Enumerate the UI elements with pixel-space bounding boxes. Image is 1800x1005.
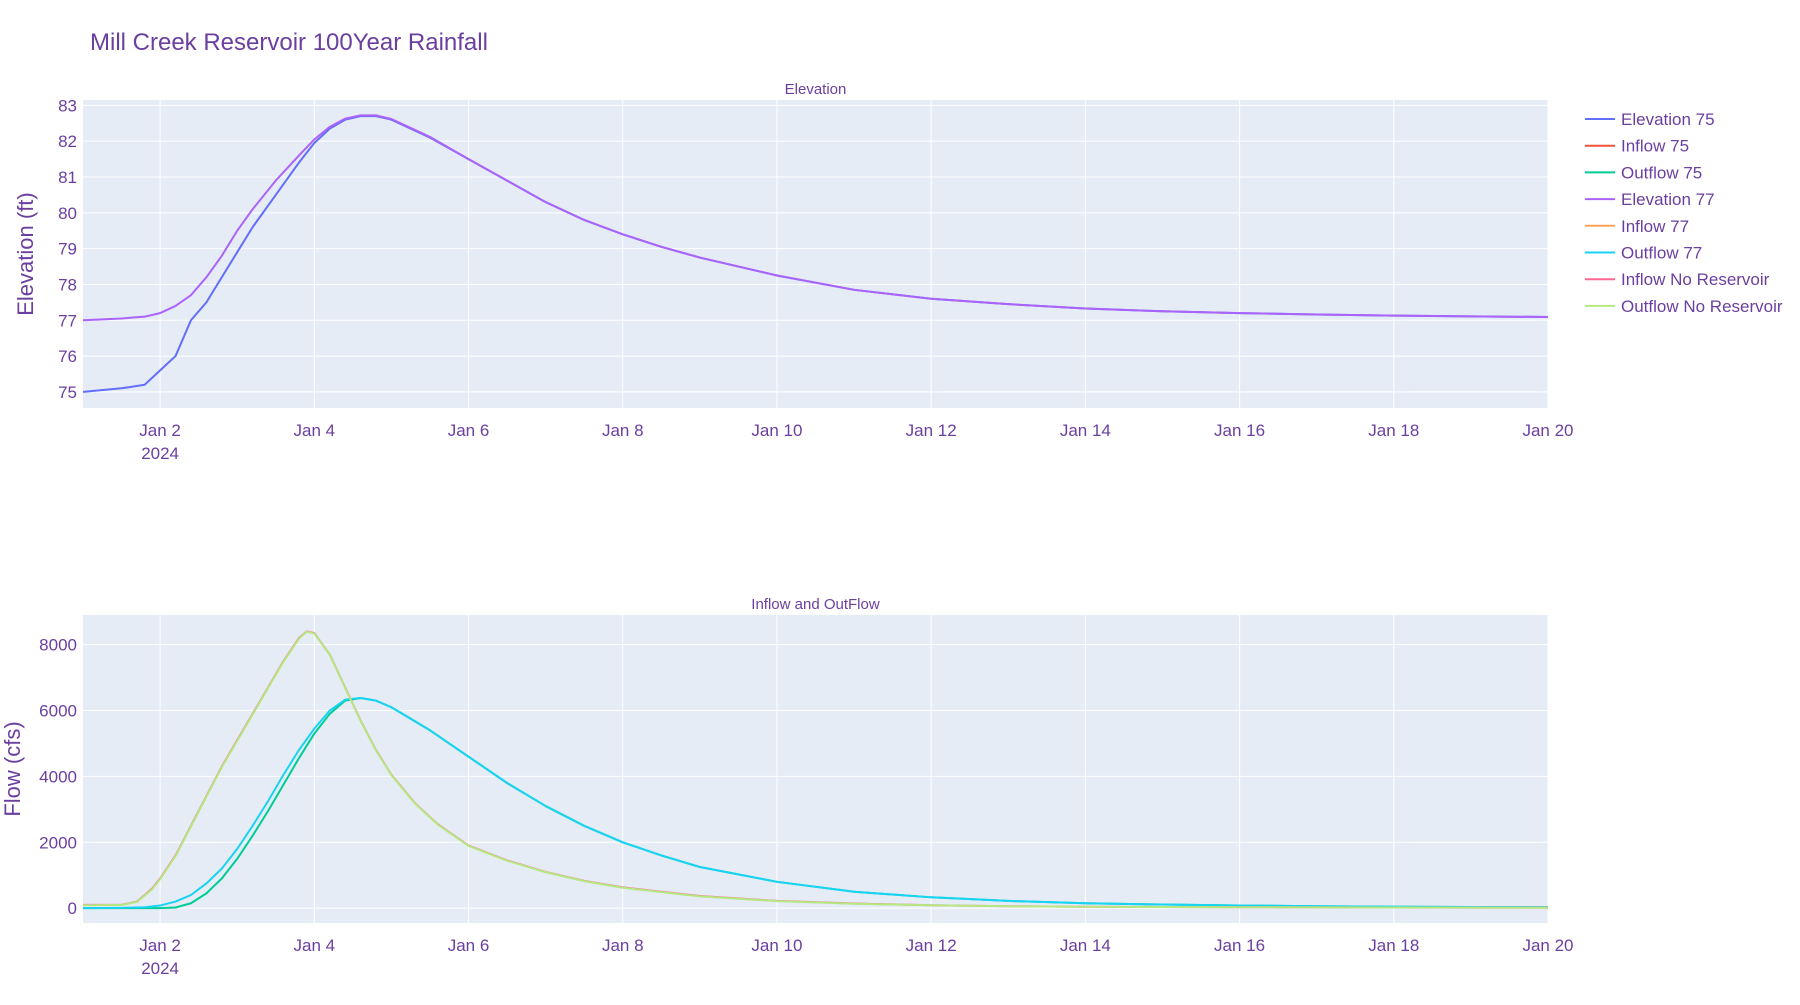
x-tick-label: Jan 8	[602, 421, 644, 440]
legend-label: Inflow No Reservoir	[1621, 270, 1770, 289]
subplot-flow: Inflow and OutFlow 0 2000 4000 6000 8000 Flow …	[0, 596, 1574, 978]
x-tick-label: Jan 18	[1368, 421, 1419, 440]
plot-area-flow[interactable]	[83, 615, 1548, 923]
x-tick-label: Jan 20	[1522, 936, 1573, 955]
legend-item-outflow-77[interactable]: Outflow 77	[1585, 244, 1702, 263]
legend-label: Inflow 77	[1621, 217, 1689, 236]
x-tick-label: Jan 10	[751, 421, 802, 440]
y-tick-label: 76	[58, 347, 77, 366]
plot-area-elevation[interactable]	[83, 100, 1548, 408]
series-line-elevation-77[interactable]	[83, 114, 1548, 322]
y-tick-label: 79	[58, 240, 77, 259]
subplot-elevation: Elevation 75 76 77 78 79 80 81 82 83 Elevation (ft…	[13, 81, 1574, 463]
plots: Elevation 75 76 77 78 79 80 81 82 83 Elevation (ft…	[0, 81, 1574, 978]
y-tick-label: 83	[58, 96, 77, 115]
x-tick-label: Jan 4	[294, 936, 336, 955]
x-tick-label: Jan 8	[602, 936, 644, 955]
y-tick-label: 2000	[39, 833, 77, 852]
x-tick-label: Jan 10	[751, 936, 802, 955]
legend-item-outflow-75[interactable]: Outflow 75	[1585, 163, 1702, 182]
x-tick-label: Jan 6	[448, 421, 490, 440]
grid-flow	[83, 615, 1549, 923]
legend-item-elevation-75[interactable]: Elevation 75	[1585, 110, 1715, 129]
legend-label: Inflow 75	[1621, 137, 1689, 156]
x-tick-label: Jan 14	[1060, 936, 1111, 955]
x-tick-label: Jan 16	[1214, 936, 1265, 955]
legend-label: Elevation 75	[1621, 110, 1715, 129]
y-tick-label: 6000	[39, 702, 77, 721]
x-tick-label: Jan 12	[906, 936, 957, 955]
y-tick-label: 81	[58, 168, 77, 187]
x-tick-label: Jan 12	[906, 421, 957, 440]
grid-elevation	[83, 100, 1549, 408]
y-tick-label: 80	[58, 204, 77, 223]
subplot-title-flow: Inflow and OutFlow	[751, 596, 880, 613]
y-axis-label-elevation: Elevation (ft)	[13, 192, 38, 316]
x-tick-label: Jan 2	[139, 936, 181, 955]
y-tick-label: 75	[58, 383, 77, 402]
x-tick-sublabel: 2024	[141, 959, 179, 978]
legend-label: Elevation 77	[1621, 190, 1715, 209]
y-tick-label: 78	[58, 275, 77, 294]
x-tick-label: Jan 14	[1060, 421, 1111, 440]
y-tick-label: 82	[58, 132, 77, 151]
x-tick-label: Jan 4	[294, 421, 336, 440]
series-group-flow	[83, 630, 1548, 910]
legend-item-elevation-77[interactable]: Elevation 77	[1585, 190, 1715, 209]
chart-title: Mill Creek Reservoir 100Year Rainfall	[90, 29, 488, 56]
series-line-outflow-no-reservoir[interactable]	[83, 630, 1548, 909]
x-tick-label: Jan 6	[448, 936, 490, 955]
y-tick-label: 4000	[39, 767, 77, 786]
y-tick-label: 8000	[39, 636, 77, 655]
legend-item-inflow-no-reservoir[interactable]: Inflow No Reservoir	[1585, 270, 1770, 289]
legend-item-inflow-77[interactable]: Inflow 77	[1585, 217, 1689, 236]
x-tick-sublabel: 2024	[141, 444, 179, 463]
legend-label: Outflow No Reservoir	[1621, 297, 1783, 316]
legend-item-outflow-no-reservoir[interactable]: Outflow No Reservoir	[1585, 297, 1783, 316]
y-tick-label: 77	[58, 311, 77, 330]
x-tick-label: Jan 16	[1214, 421, 1265, 440]
subplot-title-elevation: Elevation	[785, 81, 847, 98]
x-tick-label: Jan 2	[139, 421, 181, 440]
legend[interactable]: Elevation 75 Inflow 75 Outflow 75 Elevation…	[1585, 110, 1783, 316]
x-tick-label: Jan 20	[1522, 421, 1573, 440]
legend-item-inflow-75[interactable]: Inflow 75	[1585, 137, 1689, 156]
x-tick-label: Jan 18	[1368, 936, 1419, 955]
legend-label: Outflow 77	[1621, 244, 1702, 263]
y-axis-label-flow: Flow (cfs)	[0, 721, 25, 816]
y-tick-label: 0	[68, 899, 77, 918]
legend-label: Outflow 75	[1621, 163, 1702, 182]
series-line-outflow-77[interactable]	[83, 697, 1548, 910]
series-group-elevation	[83, 114, 1548, 393]
